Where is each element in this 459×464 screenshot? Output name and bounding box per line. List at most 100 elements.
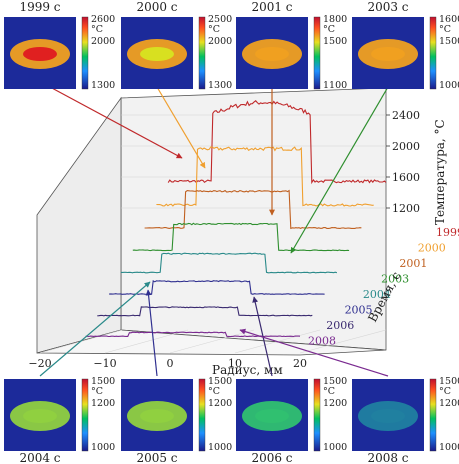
hot-core <box>140 409 174 423</box>
series-line-2008 <box>85 331 301 338</box>
thermogram-label: 2001 с <box>251 0 292 14</box>
hot-core <box>371 409 405 423</box>
arrow-2000 <box>156 86 206 169</box>
x-tick-label: −20 <box>28 357 51 370</box>
colorbar-label: 1500 <box>439 36 459 47</box>
series-line-2006 <box>97 306 313 317</box>
colorbar <box>81 16 89 90</box>
colorbar-label: 1200 <box>439 398 459 409</box>
colorbar-label: °C <box>323 24 335 35</box>
colorbar-label: °C <box>208 386 220 397</box>
left-wall <box>36 96 122 354</box>
colorbar-label: 1500 <box>91 376 115 387</box>
colorbar-label: 1300 <box>91 80 115 91</box>
series-line-2001 <box>144 189 362 230</box>
colorbar <box>313 378 321 452</box>
time-label-2000: 2000 <box>418 242 446 255</box>
thermogram-label: 1999 с <box>19 0 60 14</box>
colorbar <box>429 16 437 90</box>
z-tick-label: 1200 <box>392 202 420 215</box>
time-label-2005: 2005 <box>345 304 373 317</box>
colorbar-label: 1600 <box>439 14 459 25</box>
colorbar-label: 1000 <box>91 442 115 453</box>
hot-core <box>255 47 289 61</box>
x-axis-label: Радиус, мм <box>212 363 283 377</box>
colorbar-label: 1500 <box>323 376 347 387</box>
z-ticks: 1200 1600 2000 2400 <box>386 109 420 215</box>
x-ticks: −20 −10 0 10 20 <box>28 357 307 370</box>
colorbar-label: 1000 <box>208 442 232 453</box>
colorbar <box>429 378 437 452</box>
time-label-2008: 2008 <box>308 335 336 348</box>
colorbar-label: 1000 <box>439 80 459 91</box>
thermogram-label: 2008 с <box>367 451 408 464</box>
colorbar <box>198 16 206 90</box>
colorbar-label: 2600 <box>91 14 115 25</box>
arrow-2004 <box>39 281 151 377</box>
colorbar <box>198 378 206 452</box>
thermogram-label: 2006 с <box>251 451 292 464</box>
time-label-2006: 2006 <box>326 319 354 332</box>
colorbar-label: 1200 <box>208 398 232 409</box>
colorbar <box>81 378 89 452</box>
colorbar-label: °C <box>439 386 451 397</box>
x-tick-label: 10 <box>228 357 242 370</box>
colorbar-label: 1800 <box>323 14 347 25</box>
time-label-2003: 2003 <box>381 273 409 286</box>
thermogram-label: 2000 с <box>136 0 177 14</box>
grid-line-x <box>104 329 189 354</box>
series-line-2003 <box>132 222 350 252</box>
series-line-2004 <box>120 252 338 274</box>
x-tick-label: 0 <box>167 357 174 370</box>
colorbar-label: 1500 <box>208 376 232 387</box>
colorbar-label: 1100 <box>323 80 347 91</box>
z-axis-label: Температура, °С <box>433 119 447 225</box>
hot-core <box>140 47 174 61</box>
arrow-2003 <box>290 86 389 254</box>
time-label-2004: 2004 <box>363 288 391 301</box>
colorbar-label: 1000 <box>439 442 459 453</box>
hot-core <box>255 409 289 423</box>
z-tick-label: 2000 <box>392 140 420 153</box>
time-label-2001: 2001 <box>399 257 427 270</box>
arrow-2005 <box>145 289 158 377</box>
callout-arrows <box>39 86 389 377</box>
time-labels: 1999 2000 2001 2003 2004 2005 2006 2008 <box>308 226 459 348</box>
colorbar-label: 2500 <box>208 14 232 25</box>
hot-core <box>371 47 405 61</box>
colorbar-label: 1500 <box>439 376 459 387</box>
colorbar-label: 1200 <box>91 398 115 409</box>
colorbar-label: 2000 <box>208 36 232 47</box>
hot-core <box>23 47 57 61</box>
colorbar <box>313 16 321 90</box>
thermogram-label: 2005 с <box>136 451 177 464</box>
colorbar-label: 1500 <box>323 36 347 47</box>
colorbar-label: 1300 <box>208 80 232 91</box>
series-line-2000 <box>156 146 374 207</box>
z-tick-label: 1600 <box>392 171 420 184</box>
series-line-1999 <box>167 100 387 185</box>
time-label-1999: 1999 <box>436 226 459 239</box>
colorbar-label: 1000 <box>323 442 347 453</box>
arrow-2008 <box>239 328 389 377</box>
colorbar-label: °C <box>323 386 335 397</box>
traces <box>85 100 387 338</box>
x-tick-label: 20 <box>293 357 307 370</box>
colorbar-label: °C <box>208 24 220 35</box>
arrow-2006 <box>252 296 273 377</box>
colorbar-label: °C <box>439 24 451 35</box>
colorbar-label: 1200 <box>323 398 347 409</box>
z-tick-label: 2400 <box>392 109 420 122</box>
colorbar-label: 2000 <box>91 36 115 47</box>
arrow-1999 <box>49 86 183 159</box>
thermogram-label: 2004 с <box>19 451 60 464</box>
